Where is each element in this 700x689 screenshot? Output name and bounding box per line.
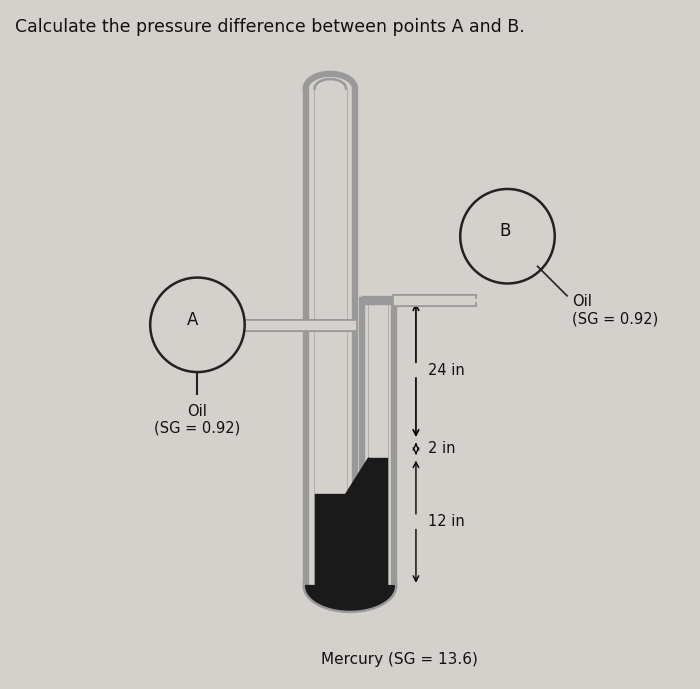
Text: 24 in: 24 in bbox=[428, 362, 465, 378]
Polygon shape bbox=[346, 586, 369, 592]
Polygon shape bbox=[314, 79, 346, 89]
Text: 12 in: 12 in bbox=[428, 514, 465, 529]
Text: Oil
(SG = 0.92): Oil (SG = 0.92) bbox=[572, 294, 658, 327]
Text: Mercury (SG = 13.6): Mercury (SG = 13.6) bbox=[321, 652, 477, 668]
Polygon shape bbox=[306, 586, 394, 610]
Circle shape bbox=[150, 278, 245, 372]
Text: Oil
(SG = 0.92): Oil (SG = 0.92) bbox=[154, 404, 241, 436]
Polygon shape bbox=[306, 74, 355, 89]
Text: B: B bbox=[500, 223, 511, 240]
Polygon shape bbox=[346, 457, 369, 592]
Polygon shape bbox=[306, 586, 394, 610]
Text: A: A bbox=[187, 311, 198, 329]
Text: 2 in: 2 in bbox=[428, 442, 455, 456]
Text: Calculate the pressure difference between points A and B.: Calculate the pressure difference betwee… bbox=[15, 18, 525, 36]
Circle shape bbox=[460, 189, 554, 283]
Polygon shape bbox=[346, 586, 369, 592]
